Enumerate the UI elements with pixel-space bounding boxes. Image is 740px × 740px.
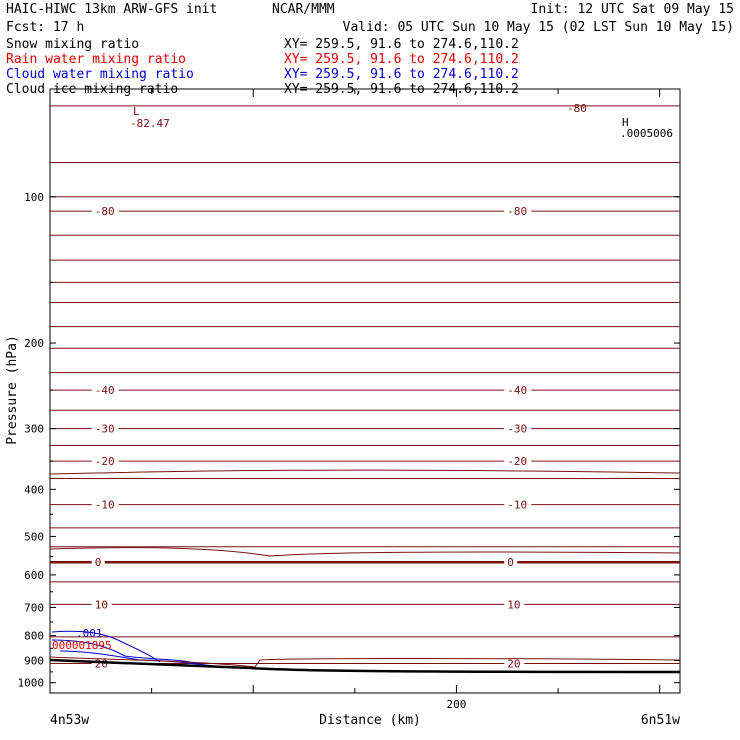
- high-label: H: [622, 116, 629, 129]
- header-init: Init: 12 UTC Sat 09 May 15: [531, 2, 735, 17]
- terrain-line: [49, 658, 681, 674]
- contour-line-surface: [49, 656, 681, 668]
- x-tick-label: 200: [447, 698, 467, 711]
- x-right-label: 6n51w: [641, 713, 680, 728]
- y-tick-label: 400: [24, 483, 44, 496]
- background-isotherms: [50, 105, 680, 638]
- plot-frame: [49, 88, 681, 694]
- rain-value-label: 000001895: [52, 639, 112, 652]
- x-left-label: 4n53w: [50, 713, 89, 728]
- header-valid: Valid: 05 UTC Sun 10 May 15 (02 LST Sun …: [343, 20, 734, 35]
- y-tick-label: 700: [24, 601, 44, 614]
- contour-label-bg: [504, 384, 532, 397]
- y-tick-label: 800: [24, 630, 44, 643]
- legend-label-rain: Rain water mixing ratio: [6, 52, 186, 67]
- contour-label: -20: [95, 455, 115, 468]
- contour-label: 10: [95, 598, 108, 611]
- legend: Snow mixing ratio XY= 259.5, 91.6 to 274…: [6, 37, 519, 97]
- low-value: -82.47: [130, 117, 170, 130]
- high-value: .0005006: [620, 127, 673, 140]
- contour-label-bg: [91, 598, 112, 611]
- y-axis-label: Pressure (hPa): [5, 335, 20, 445]
- header-fcst: Fcst: 17 h: [6, 20, 84, 35]
- contour-label-bg: [91, 455, 119, 468]
- contour-label: -10: [507, 499, 527, 512]
- y-tick-label: 500: [24, 530, 44, 543]
- contour-label-bg: [91, 422, 119, 435]
- contour-label: 0: [95, 556, 102, 569]
- y-tick-label: 300: [24, 423, 44, 436]
- cloud-water-contour-2: [51, 639, 201, 665]
- contour-label: 10: [507, 598, 520, 611]
- contour-label-bg: [504, 498, 532, 511]
- low-label: L: [133, 105, 140, 118]
- legend-xy-rain: XY= 259.5, 91.6 to 274.6,110.2: [284, 52, 519, 67]
- contour-label-80-right-top: -80: [567, 102, 587, 115]
- contour-label-bg: [504, 455, 532, 468]
- legend-label-snow: Snow mixing ratio: [6, 37, 139, 52]
- contour-label: -20: [507, 455, 527, 468]
- contour-label-bg: [91, 657, 112, 670]
- contour-label-bg: [504, 598, 525, 611]
- contour-line-10-curve: [49, 469, 681, 475]
- contour-label: -30: [95, 423, 115, 436]
- contour-label-bg: [504, 556, 518, 569]
- contour-label-bg: [91, 384, 119, 397]
- contour-label-bg: [504, 422, 532, 435]
- y-tick-label: 100: [24, 191, 44, 204]
- cloud-water-label: .001: [76, 627, 103, 640]
- contour-label: 0: [507, 556, 514, 569]
- contour-label: -80: [95, 205, 115, 218]
- contour-label: -10: [95, 499, 115, 512]
- contour-label: -40: [507, 384, 527, 397]
- contour-label-bg: [91, 556, 105, 569]
- y-tick-label: 600: [24, 569, 44, 582]
- y-tick-label: 200: [24, 337, 44, 350]
- cloud-water-contour-1: [51, 630, 161, 663]
- contour-label: -80: [507, 205, 527, 218]
- contour-label-bg: [504, 205, 532, 218]
- x-axis-label: Distance (km): [319, 713, 421, 728]
- y-tick-label: 1000: [18, 677, 45, 690]
- contour-label: 20: [507, 657, 520, 670]
- y-tick-label: 900: [24, 654, 44, 667]
- legend-label-cloud-water: Cloud water mixing ratio: [6, 67, 194, 82]
- contour-label: -40: [95, 384, 115, 397]
- legend-xy-cloud-water: XY= 259.5, 91.6 to 274.6,110.2: [284, 67, 519, 82]
- contour-label: -30: [507, 423, 527, 436]
- contour-label-bg: [504, 657, 525, 670]
- header-center: NCAR/MMM: [272, 2, 335, 17]
- legend-xy-snow: XY= 259.5, 91.6 to 274.6,110.2: [284, 37, 519, 52]
- contour-label-bg: [91, 205, 119, 218]
- contour-line-bump: [49, 547, 681, 557]
- contour-label-bg: [91, 498, 119, 511]
- header-title: HAIC-HIWC 13km ARW-GFS init: [6, 2, 217, 17]
